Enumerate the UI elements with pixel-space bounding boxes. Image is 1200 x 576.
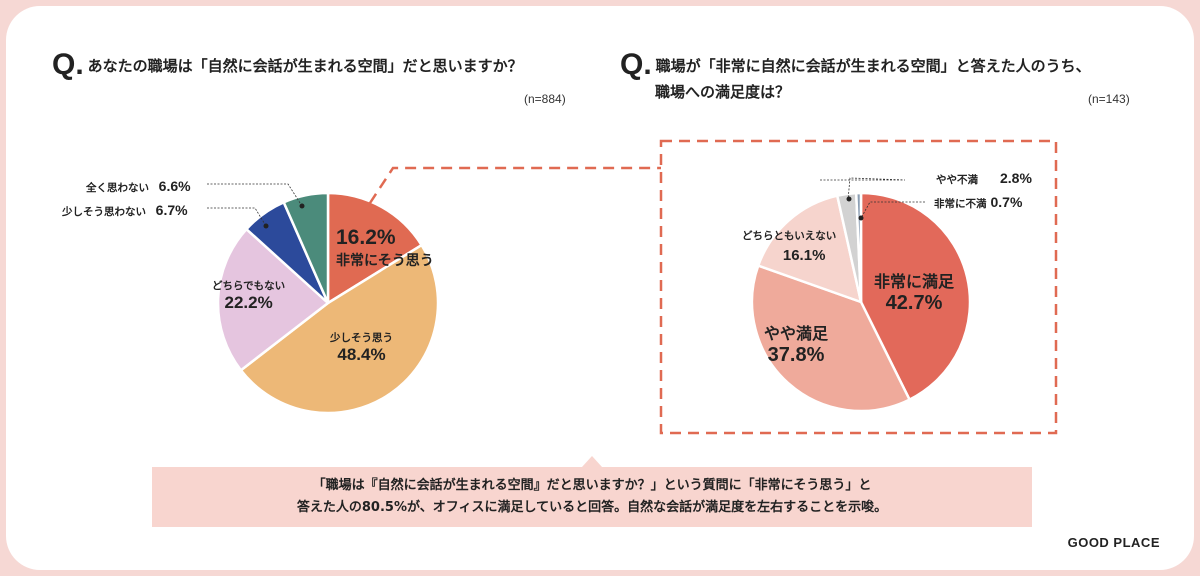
summary-callout: 「職場は『自然に会話が生まれる空間』だと思いますか？」という質問に「非常にそう思…	[152, 467, 1032, 527]
leader-dot	[263, 223, 269, 229]
highlight-connector	[368, 166, 661, 204]
label-zenku: 全く思わない 6.6%	[86, 178, 191, 194]
label-hijou-fuman: 非常に不満 0.7%	[934, 194, 1023, 210]
leader-dot	[858, 215, 864, 221]
pie-slice-少しそう思う	[239, 243, 440, 415]
label-dochira: どちらでもない 22.2%	[212, 280, 286, 312]
pie-slice-非常にそう思う	[326, 191, 424, 306]
pie-slice-全く思わない	[282, 191, 330, 304]
question-2: Q. 職場が「非常に自然に会話が生まれる空間」と答えた人のうち、 職場への満足度は？	[620, 48, 1091, 102]
leader-dot	[299, 203, 305, 209]
pie-slice-どちらともいえない	[756, 194, 863, 304]
pie-slice-やや満足	[750, 263, 912, 413]
label-sukoshi-omowanai: 少しそう思わない 6.7%	[62, 202, 188, 218]
question-1: Q. あなたの職場は「自然に会話が生まれる空間」だと思いますか？	[52, 48, 523, 81]
callout-pointer	[582, 456, 602, 467]
pie-slice-非常に不満	[854, 191, 863, 303]
highlight-box	[659, 139, 1058, 435]
pie-slice-どちらでもない	[216, 227, 330, 372]
sample-size-1: (n=884)	[524, 92, 566, 106]
label-yaya-manzoku: やや満足 37.8%	[764, 324, 829, 366]
label-dochira-tomo: どちらともいえない 16.1%	[742, 230, 837, 264]
pie-slice-非常に満足	[859, 191, 972, 402]
sample-size-2: (n=143)	[1088, 92, 1130, 106]
label-yaya-fuman: やや不満 2.8%	[936, 170, 1032, 186]
label-sukoshi-sou: 少しそう思う 48.4%	[330, 332, 393, 364]
brand-logo: GOOD PLACE	[1067, 535, 1160, 550]
label-hijou-manzoku: 非常に満足 42.7%	[874, 272, 955, 314]
label-hijou-sou: 16.2% 非常にそう思う	[336, 226, 434, 269]
leader-dot	[846, 196, 852, 202]
leader-lines	[207, 177, 925, 227]
